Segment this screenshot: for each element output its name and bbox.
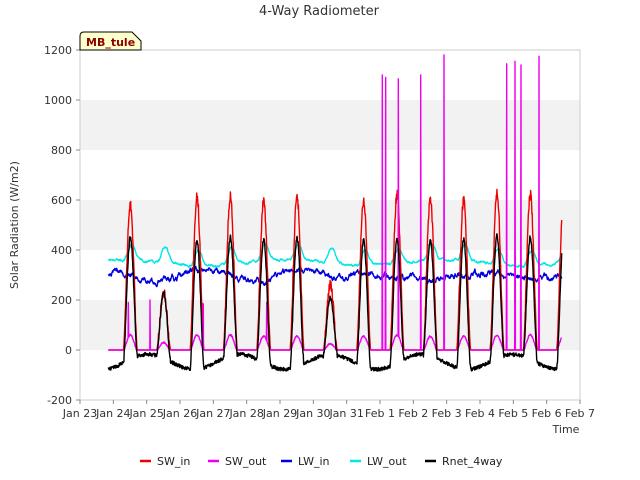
x-tick-label: Jan 23 bbox=[62, 407, 97, 420]
chart-title: 4-Way Radiometer bbox=[259, 4, 380, 19]
plot-frame bbox=[79, 49, 581, 401]
series-line-sw_out bbox=[108, 54, 562, 351]
y-tick-label: 1200 bbox=[44, 44, 72, 57]
x-tick-label: Jan 24 bbox=[95, 407, 130, 420]
grid-band bbox=[80, 150, 580, 200]
legend-label: LW_out bbox=[367, 455, 407, 468]
grid-band bbox=[80, 50, 580, 100]
legend-label: LW_in bbox=[298, 455, 330, 468]
background-bands bbox=[80, 50, 580, 400]
y-axis: -200 0 200 400 600 800 1000 1200 bbox=[44, 44, 80, 407]
y-tick-label: 600 bbox=[51, 194, 72, 207]
y-tick-label: -200 bbox=[47, 394, 72, 407]
y-tick-label: 1000 bbox=[44, 94, 72, 107]
x-tick-label: Feb 5 bbox=[498, 407, 528, 420]
badge-label: MB_tule bbox=[86, 36, 135, 49]
series-line-rnet_4way bbox=[107, 233, 563, 372]
y-tick-label: 200 bbox=[51, 294, 72, 307]
grid-band bbox=[80, 350, 580, 400]
y-tick-label: 0 bbox=[65, 344, 72, 357]
x-tick-label: Feb 7 bbox=[565, 407, 595, 420]
station-badge: MB_tule bbox=[79, 31, 142, 51]
grid-band bbox=[80, 100, 580, 150]
legend-label: Rnet_4way bbox=[442, 455, 503, 468]
badge-shape bbox=[79, 31, 142, 51]
y-tick-label: 400 bbox=[51, 244, 72, 257]
x-tick-label: Feb 6 bbox=[532, 407, 562, 420]
x-tick-label: Jan 31 bbox=[328, 407, 363, 420]
x-tick-label: Jan 26 bbox=[162, 407, 197, 420]
y-axis-title: Solar Radiation (W/m2) bbox=[8, 161, 21, 289]
x-tick-label: Jan 28 bbox=[228, 407, 263, 420]
series-line-lw_out bbox=[108, 243, 563, 268]
x-tick-label: Feb 2 bbox=[398, 407, 428, 420]
series-layer bbox=[107, 54, 563, 372]
x-tick-label: Jan 27 bbox=[195, 407, 230, 420]
x-tick-label: Feb 1 bbox=[365, 407, 395, 420]
grid-band bbox=[80, 250, 580, 300]
legend-label: SW_in bbox=[157, 455, 190, 468]
x-tick-label: Feb 3 bbox=[432, 407, 462, 420]
x-tick-label: Jan 29 bbox=[262, 407, 297, 420]
grid-band bbox=[80, 200, 580, 250]
x-tick-label: Feb 4 bbox=[465, 407, 495, 420]
legend: SW_in SW_out LW_in LW_out Rnet_4way bbox=[140, 455, 503, 468]
legend-label: SW_out bbox=[225, 455, 267, 468]
y-tick-label: 800 bbox=[51, 144, 72, 157]
x-tick-label: Jan 30 bbox=[295, 407, 330, 420]
x-axis-title: Time bbox=[552, 423, 580, 436]
series-line-lw_in bbox=[107, 265, 563, 288]
x-tick-label: Jan 25 bbox=[128, 407, 163, 420]
grid-band bbox=[80, 300, 580, 350]
